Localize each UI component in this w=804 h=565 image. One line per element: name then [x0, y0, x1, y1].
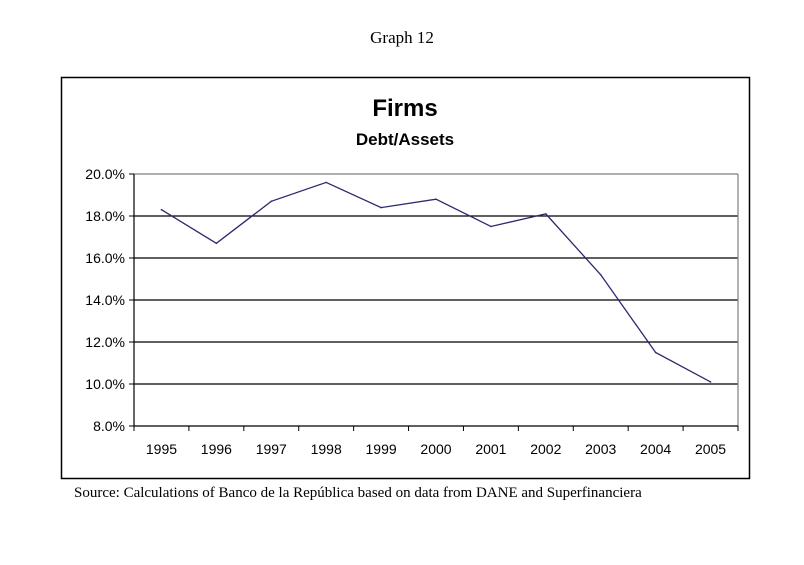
y-tick-label: 18.0% — [85, 208, 125, 224]
data-point — [380, 206, 382, 209]
source-note: Source: Calculations of Banco de la Repú… — [74, 485, 642, 501]
y-tick-label: 10.0% — [85, 376, 125, 392]
x-tick-label: 2001 — [475, 441, 506, 457]
y-tick-label: 14.0% — [85, 292, 125, 308]
x-tick-label: 1997 — [256, 441, 287, 457]
chart-title: Firms — [372, 95, 437, 122]
chart-frame — [60, 76, 751, 480]
series-layer — [160, 181, 712, 383]
x-tick-label: 1996 — [201, 441, 232, 457]
gridlines — [134, 215, 738, 385]
y-tick-label: 20.0% — [85, 166, 125, 182]
data-point — [490, 225, 492, 228]
chart-subtitle: Debt/Assets — [356, 130, 454, 149]
data-point — [325, 181, 327, 184]
x-tick-label: 2003 — [585, 441, 616, 457]
data-point — [545, 213, 547, 215]
data-point — [270, 200, 273, 203]
data-point — [435, 198, 437, 200]
y-tick-label: 8.0% — [93, 418, 125, 434]
graph-label: Graph 12 — [370, 28, 434, 47]
data-point — [215, 242, 218, 245]
x-tick-label: 2000 — [420, 441, 451, 457]
x-tick-label: 2004 — [640, 441, 671, 457]
y-tick-labels: 8.0% 10.0% 12.0% 14.0% 16.0% 18.0% 20.0% — [85, 166, 125, 434]
data-point — [709, 381, 712, 383]
x-tick-label: 2005 — [695, 441, 726, 457]
data-point — [599, 274, 602, 276]
axes — [129, 173, 739, 431]
x-tick-label: 1998 — [311, 441, 342, 457]
data-point — [160, 208, 163, 211]
y-tick-label: 16.0% — [85, 250, 125, 266]
x-tick-labels: 1995 1996 1997 1998 1999 2000 2001 2002 2003 2004… — [146, 441, 726, 457]
x-tick-label: 1999 — [366, 441, 397, 457]
x-tick-label: 1995 — [146, 441, 177, 457]
y-tick-label: 12.0% — [85, 334, 125, 350]
data-point — [654, 351, 657, 354]
x-tick-label: 2002 — [530, 441, 561, 457]
